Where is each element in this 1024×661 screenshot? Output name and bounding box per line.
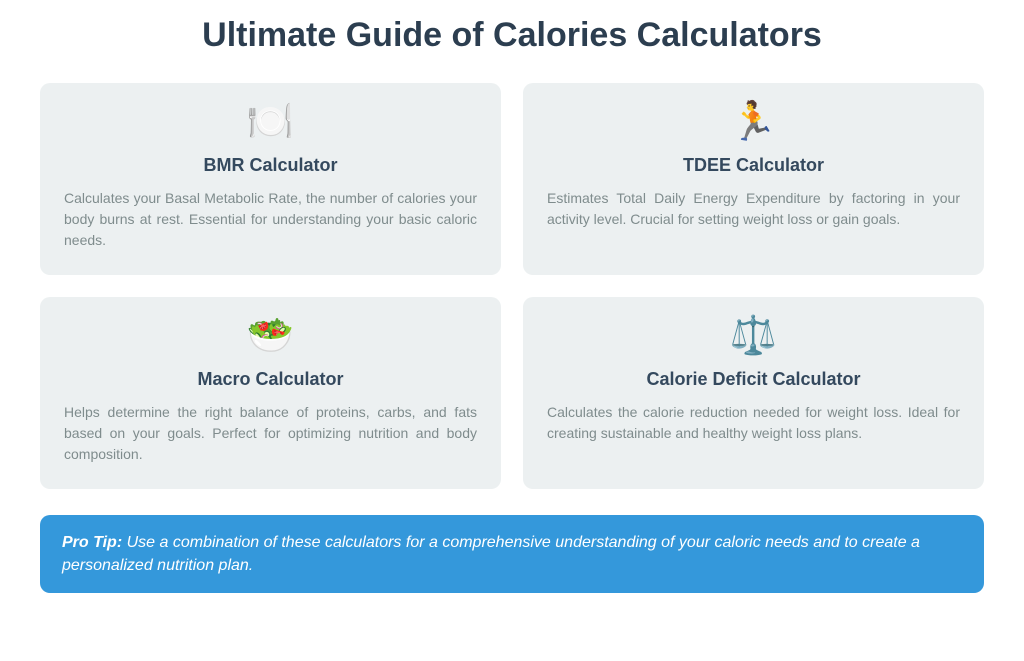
pro-tip-banner: Pro Tip: Use a combination of these calc…	[40, 515, 984, 593]
card-tdee: 🏃 TDEE Calculator Estimates Total Daily …	[523, 83, 984, 275]
card-title: BMR Calculator	[64, 155, 477, 176]
card-desc: Estimates Total Daily Energy Expenditure…	[547, 188, 960, 230]
card-bmr: 🍽️ BMR Calculator Calculates your Basal …	[40, 83, 501, 275]
tip-text: Use a combination of these calculators f…	[62, 534, 920, 574]
card-desc: Calculates your Basal Metabolic Rate, th…	[64, 188, 477, 251]
page-container: Ultimate Guide of Calories Calculators 🍽…	[0, 0, 1024, 593]
card-deficit: ⚖️ Calorie Deficit Calculator Calculates…	[523, 297, 984, 489]
card-desc: Helps determine the right balance of pro…	[64, 402, 477, 465]
tip-label: Pro Tip:	[62, 534, 122, 551]
card-title: Macro Calculator	[64, 369, 477, 390]
cards-grid: 🍽️ BMR Calculator Calculates your Basal …	[40, 83, 984, 489]
card-title: TDEE Calculator	[547, 155, 960, 176]
page-title: Ultimate Guide of Calories Calculators	[40, 16, 984, 55]
runner-icon: 🏃	[547, 103, 960, 141]
scale-icon: ⚖️	[547, 317, 960, 355]
plate-icon: 🍽️	[64, 103, 477, 141]
salad-icon: 🥗	[64, 317, 477, 355]
card-desc: Calculates the calorie reduction needed …	[547, 402, 960, 444]
card-macro: 🥗 Macro Calculator Helps determine the r…	[40, 297, 501, 489]
card-title: Calorie Deficit Calculator	[547, 369, 960, 390]
